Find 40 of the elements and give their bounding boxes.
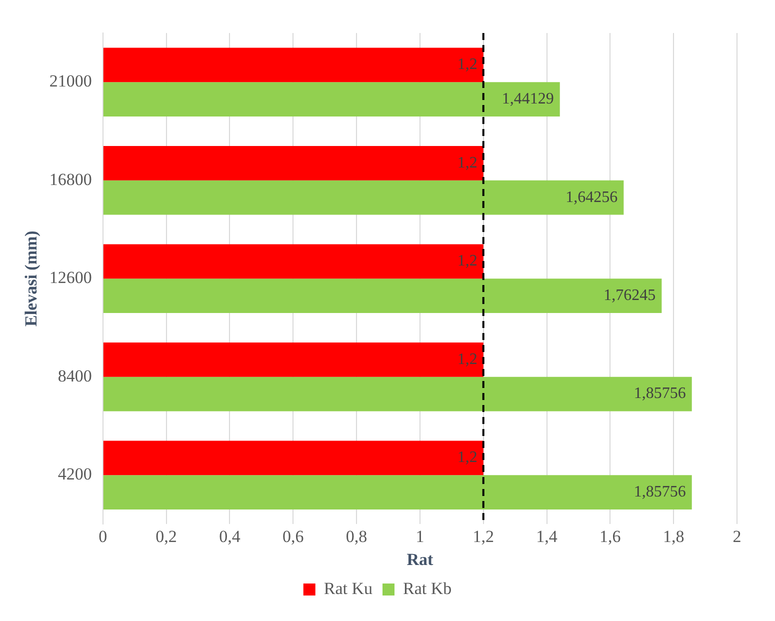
data-label: 1,85756 <box>634 385 686 402</box>
x-tick-label: 1,8 <box>662 526 684 546</box>
x-tick-label: 0,4 <box>219 526 241 546</box>
bar <box>103 146 484 180</box>
bar <box>103 278 662 313</box>
x-tick-label: 0,2 <box>156 526 177 546</box>
x-tick-label: 0,6 <box>282 526 304 546</box>
data-label: 1,85756 <box>634 483 686 500</box>
bar <box>103 180 624 215</box>
data-label: 1,64256 <box>566 188 618 206</box>
data-label: 1,44129 <box>502 90 554 108</box>
x-tick-label: 1 <box>416 526 424 546</box>
y-tick-label: 4200 <box>58 464 92 484</box>
data-label: 1,2 <box>457 449 478 466</box>
data-label: 1,2 <box>457 154 478 172</box>
bar <box>103 342 484 377</box>
data-label: 1,2 <box>457 56 478 74</box>
bar <box>103 475 692 510</box>
y-tick-label: 21000 <box>49 72 92 91</box>
data-label: 1,2 <box>457 350 478 368</box>
y-axis-title: Elevasi (mm) <box>22 230 41 327</box>
bar <box>103 244 484 279</box>
data-label: 1,76245 <box>604 286 656 304</box>
bar <box>103 48 484 82</box>
x-tick-label: 1,4 <box>536 526 558 546</box>
x-tick-label: 0,8 <box>346 526 368 546</box>
x-axis-title: Rat <box>406 550 434 570</box>
x-tick-label: 2 <box>732 526 742 546</box>
x-tick-label: 1,6 <box>600 526 621 546</box>
y-tick-label: 16800 <box>49 170 92 189</box>
legend-label: Rat Ku <box>324 578 373 598</box>
bar <box>103 376 692 412</box>
y-tick-label: 12600 <box>49 268 92 288</box>
x-tick-label: 0 <box>98 526 108 546</box>
legend-label: Rat Kb <box>403 578 452 598</box>
bar <box>103 82 560 117</box>
data-label: 1,2 <box>457 252 478 270</box>
x-tick-label: 1,2 <box>472 526 494 546</box>
y-tick-label: 8400 <box>58 366 92 386</box>
bar <box>103 440 484 476</box>
